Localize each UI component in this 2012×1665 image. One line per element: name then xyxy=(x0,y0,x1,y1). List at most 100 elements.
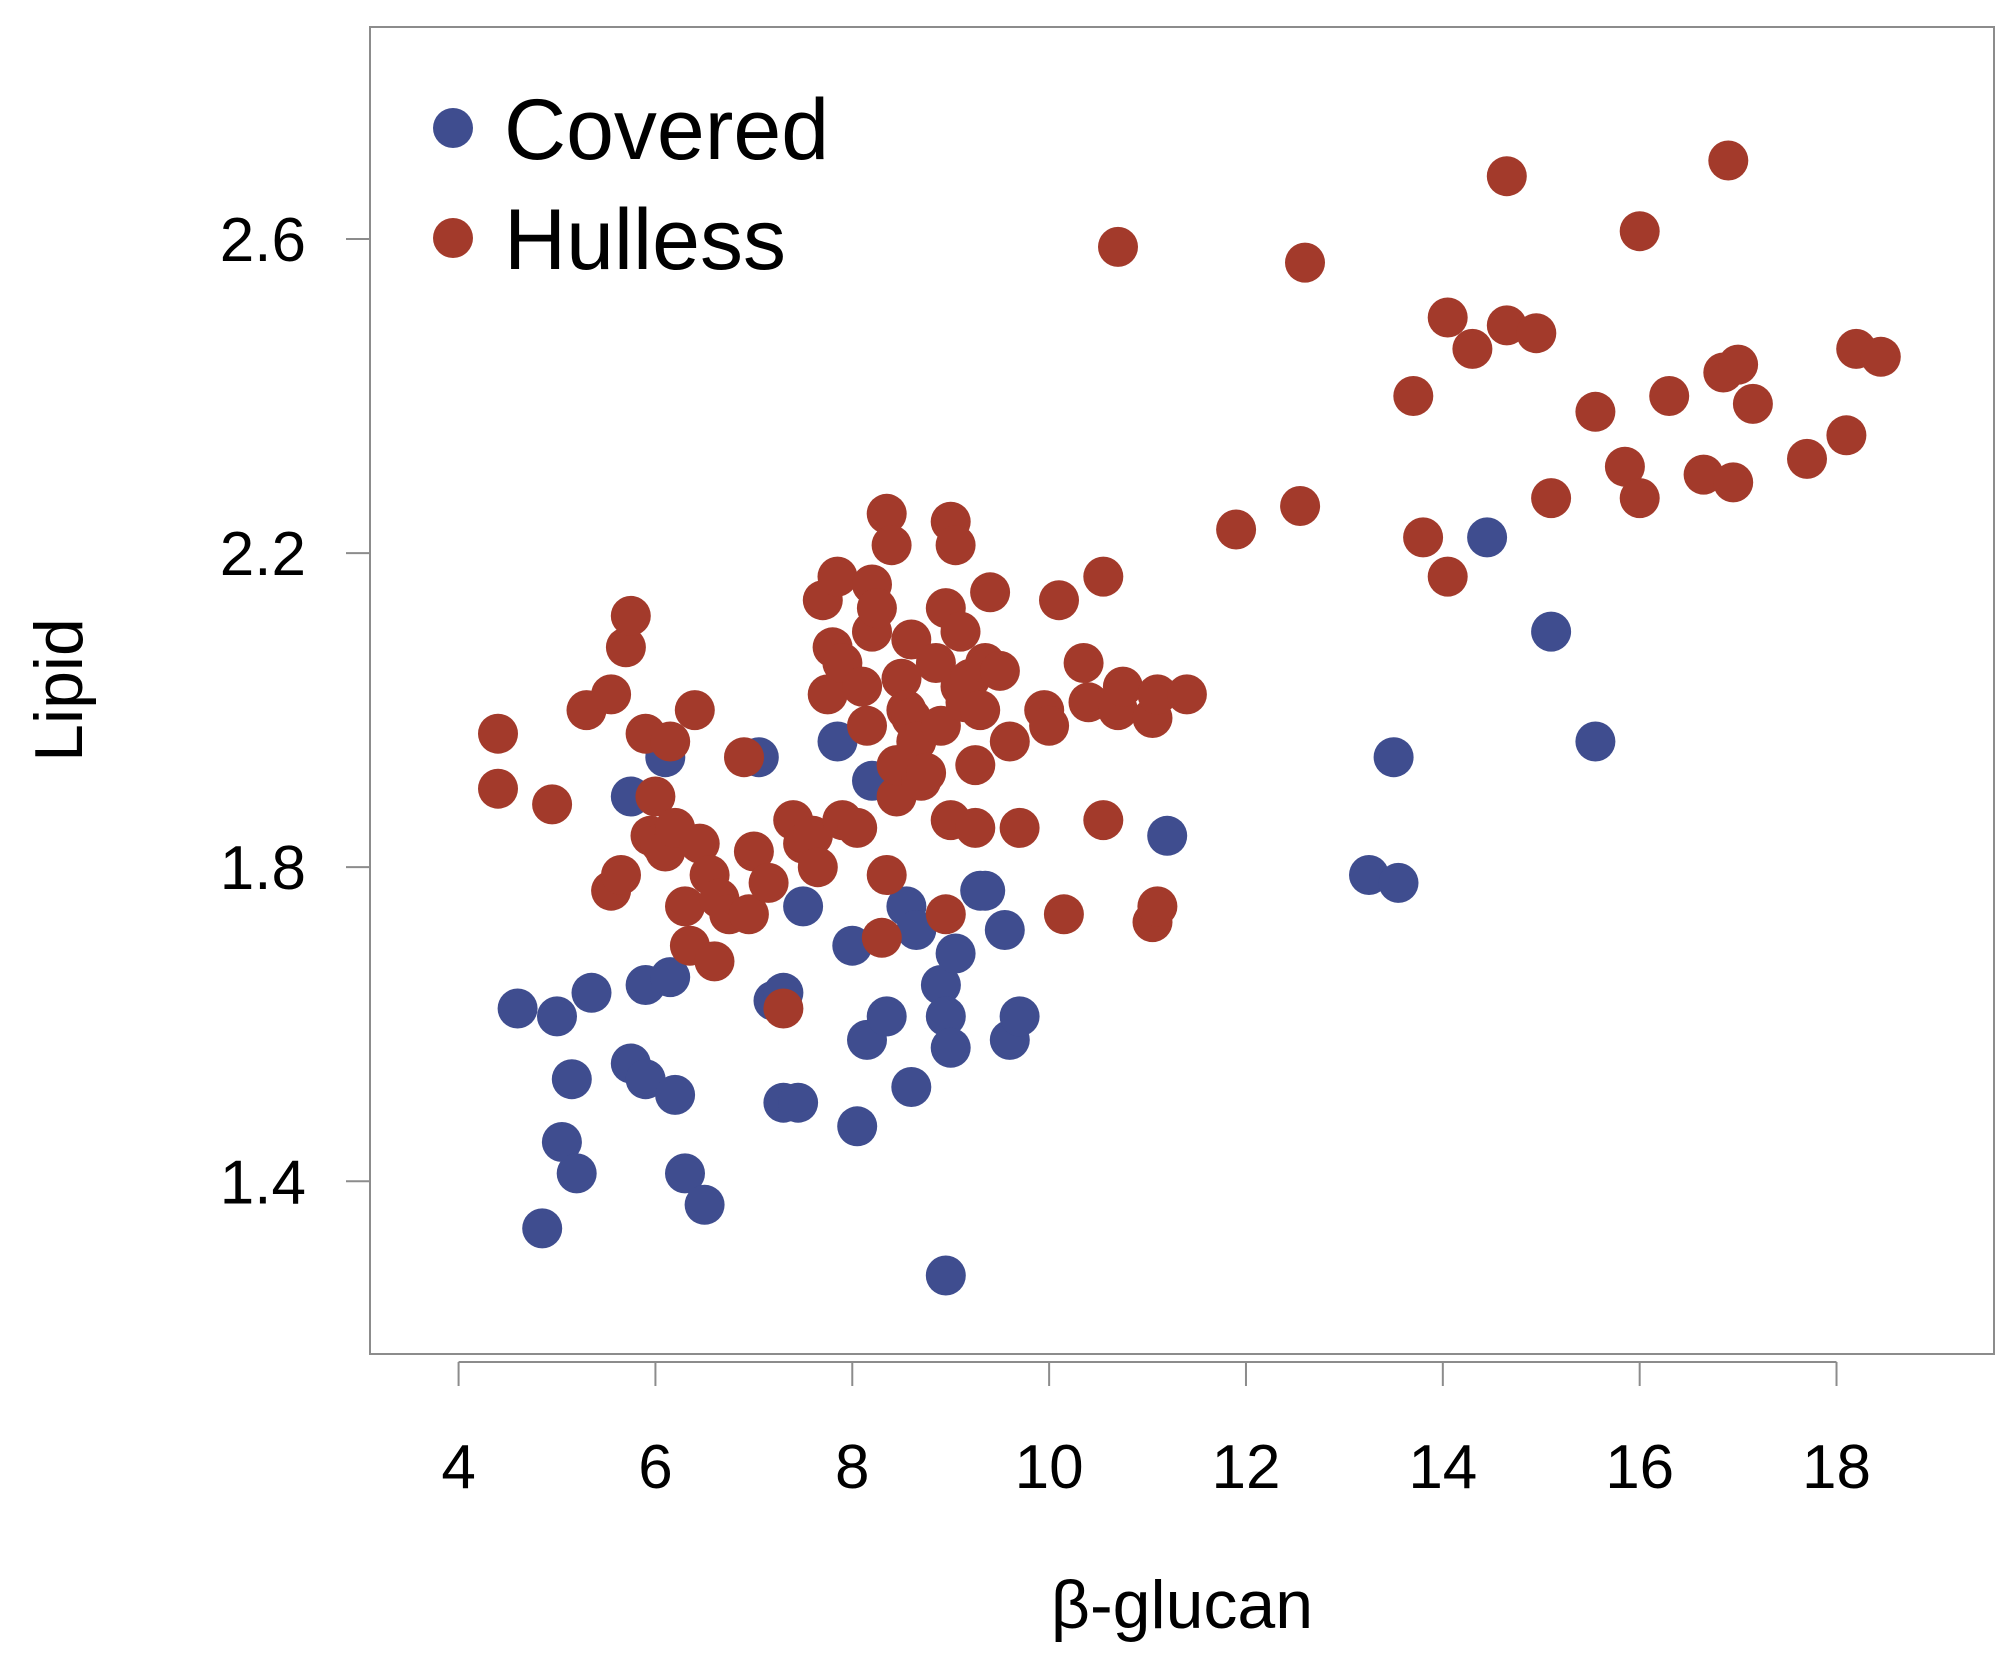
data-point-covered xyxy=(1531,611,1572,652)
data-point-hulless xyxy=(817,556,858,597)
y-axis-title: Lipid xyxy=(21,618,97,762)
data-point-hulless xyxy=(1486,156,1527,197)
data-point-hulless xyxy=(925,894,966,935)
data-point-covered xyxy=(891,1067,932,1107)
data-point-hulless xyxy=(478,768,518,809)
y-axis: 1.4 1.8 2.2 2.6 xyxy=(220,206,370,1217)
data-point-hulless xyxy=(635,776,676,817)
x-tick-label: 6 xyxy=(638,1433,672,1502)
data-point-covered xyxy=(925,996,966,1037)
data-point-hulless xyxy=(1619,478,1660,519)
y-tick-label: 1.8 xyxy=(220,834,306,903)
data-point-hulless xyxy=(665,886,705,927)
data-point-hulless xyxy=(763,988,804,1029)
data-point-hulless xyxy=(1575,391,1616,432)
data-point-hulless xyxy=(999,807,1040,848)
data-point-covered xyxy=(896,910,937,950)
data-point-hulless xyxy=(861,917,902,958)
data-point-hulless xyxy=(1043,894,1084,935)
data-point-covered xyxy=(1575,721,1616,762)
data-point-hulless xyxy=(1393,376,1434,416)
data-point-hulless xyxy=(1787,438,1827,479)
data-point-covered xyxy=(920,965,961,1005)
data-point-hulless xyxy=(940,611,981,652)
data-point-hulless xyxy=(792,815,833,856)
data-point-covered xyxy=(497,988,538,1029)
data-point-covered xyxy=(1378,862,1419,903)
y-tick-label: 2.6 xyxy=(220,206,306,275)
data-point-covered xyxy=(999,996,1040,1037)
data-point-hulless xyxy=(1718,344,1759,385)
data-point-covered xyxy=(625,1059,666,1100)
data-point-hulless xyxy=(1029,705,1070,746)
data-point-hulless xyxy=(1083,800,1124,841)
x-tick-label: 4 xyxy=(441,1433,475,1502)
x-axis: 4 6 8 10 12 14 16 18 xyxy=(441,1361,1871,1502)
data-point-hulless xyxy=(1732,383,1773,424)
data-point-hulless xyxy=(679,823,720,864)
x-tick-label: 16 xyxy=(1605,1433,1674,1502)
legend-marker-covered xyxy=(433,108,473,148)
data-point-hulless xyxy=(674,690,715,731)
data-point-hulless xyxy=(856,588,897,629)
data-point-hulless xyxy=(906,752,947,793)
data-point-hulless xyxy=(591,674,632,715)
data-point-hulless xyxy=(1619,211,1660,252)
data-point-hulless xyxy=(601,855,641,895)
data-point-hulless xyxy=(881,658,922,699)
data-point-hulless xyxy=(748,862,789,903)
data-point-hulless xyxy=(1427,297,1468,338)
data-point-hulless xyxy=(1137,674,1178,715)
data-point-covered xyxy=(837,1106,878,1147)
data-point-hulless xyxy=(1063,643,1104,683)
data-point-hulless xyxy=(955,745,996,786)
legend-label-hulless: Hulless xyxy=(504,192,786,288)
data-point-covered xyxy=(1467,517,1508,558)
data-point-covered xyxy=(650,957,691,998)
data-point-hulless xyxy=(605,627,646,668)
data-point-hulless xyxy=(935,525,976,566)
data-point-hulless xyxy=(728,894,769,935)
data-point-covered xyxy=(571,972,612,1013)
data-point-hulless xyxy=(733,831,774,872)
data-point-covered xyxy=(522,1208,563,1249)
data-point-covered xyxy=(684,1184,725,1225)
legend-label-covered: Covered xyxy=(504,82,829,178)
data-point-covered xyxy=(817,721,858,762)
data-point-covered xyxy=(925,1255,966,1296)
data-point-hulless xyxy=(866,855,907,895)
data-point-covered xyxy=(1373,737,1414,778)
data-point-covered xyxy=(935,933,976,974)
data-point-covered xyxy=(551,1059,592,1100)
data-point-hulless xyxy=(1452,328,1493,369)
data-point-covered xyxy=(866,996,907,1037)
data-point-hulless xyxy=(989,721,1030,762)
y-tick-label: 1.4 xyxy=(220,1148,306,1217)
legend-marker-hulless xyxy=(433,218,473,258)
data-point-hulless xyxy=(807,674,848,715)
data-point-covered xyxy=(783,886,824,927)
x-tick-label: 8 xyxy=(835,1433,869,1502)
data-point-hulless xyxy=(1516,313,1557,354)
data-point-hulless xyxy=(797,847,838,888)
data-point-hulless xyxy=(532,784,573,825)
data-point-covered xyxy=(930,1027,971,1068)
x-tick-label: 14 xyxy=(1408,1433,1477,1502)
data-point-covered xyxy=(537,996,577,1037)
data-point-covered xyxy=(655,1074,696,1115)
data-point-covered xyxy=(1147,815,1188,856)
data-point-hulless xyxy=(610,595,651,636)
data-point-covered xyxy=(965,870,1006,911)
x-tick-label: 10 xyxy=(1015,1433,1084,1502)
data-point-hulless xyxy=(1826,415,1867,456)
data-point-covered xyxy=(778,1082,819,1123)
series-hulless xyxy=(478,140,1901,1029)
data-point-hulless xyxy=(1860,336,1901,377)
data-points xyxy=(478,140,1901,1296)
data-point-hulless xyxy=(970,572,1011,613)
data-point-hulless xyxy=(1166,674,1207,715)
data-point-hulless xyxy=(1531,478,1572,519)
x-axis-title: β-glucan xyxy=(1051,1567,1313,1643)
